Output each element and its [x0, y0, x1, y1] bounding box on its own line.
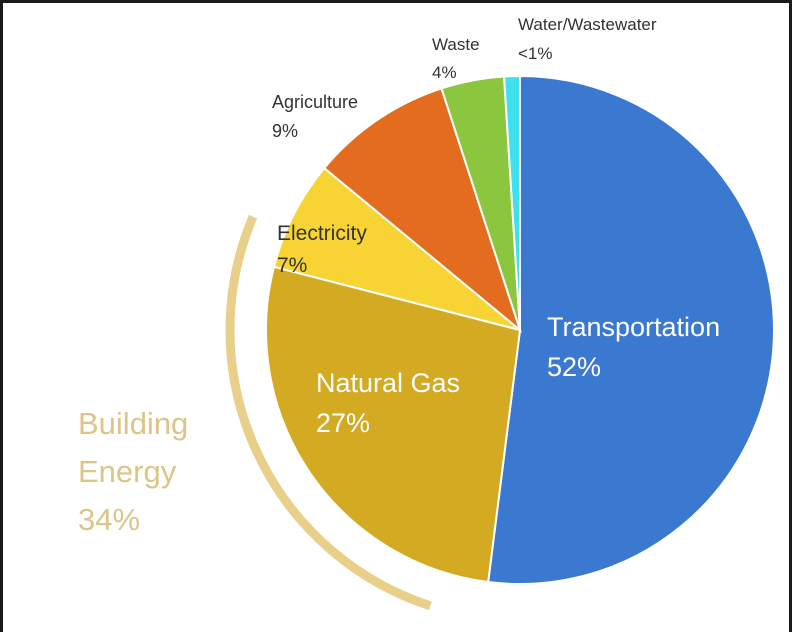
label-water-wastewater: Water/Wastewater — [518, 15, 657, 34]
group-value: 34% — [78, 502, 140, 537]
group-label-line1: Building — [78, 406, 188, 441]
value-waste: 4% — [432, 63, 457, 82]
label-transportation: Transportation — [547, 312, 720, 342]
group-label-line2: Energy — [78, 454, 177, 489]
pie-slice-agriculture — [322, 87, 523, 333]
pie-slice-natural-gas — [265, 265, 522, 584]
label-natural-gas: Natural Gas — [316, 368, 460, 398]
pie-slice-electricity — [272, 166, 521, 331]
pie-slices — [265, 74, 775, 585]
label-waste: Waste — [432, 35, 480, 54]
label-agriculture: Agriculture — [272, 92, 358, 112]
pie-slice-water-wastewater — [502, 74, 521, 331]
value-water-wastewater: <1% — [518, 44, 553, 63]
value-electricity: 7% — [277, 254, 307, 277]
value-transportation: 52% — [547, 352, 601, 382]
pie-slice-transportation — [487, 74, 775, 585]
label-electricity: Electricity — [277, 222, 367, 245]
value-natural-gas: 27% — [316, 408, 370, 438]
value-agriculture: 9% — [272, 121, 298, 141]
building-energy-bracket — [225, 214, 432, 611]
